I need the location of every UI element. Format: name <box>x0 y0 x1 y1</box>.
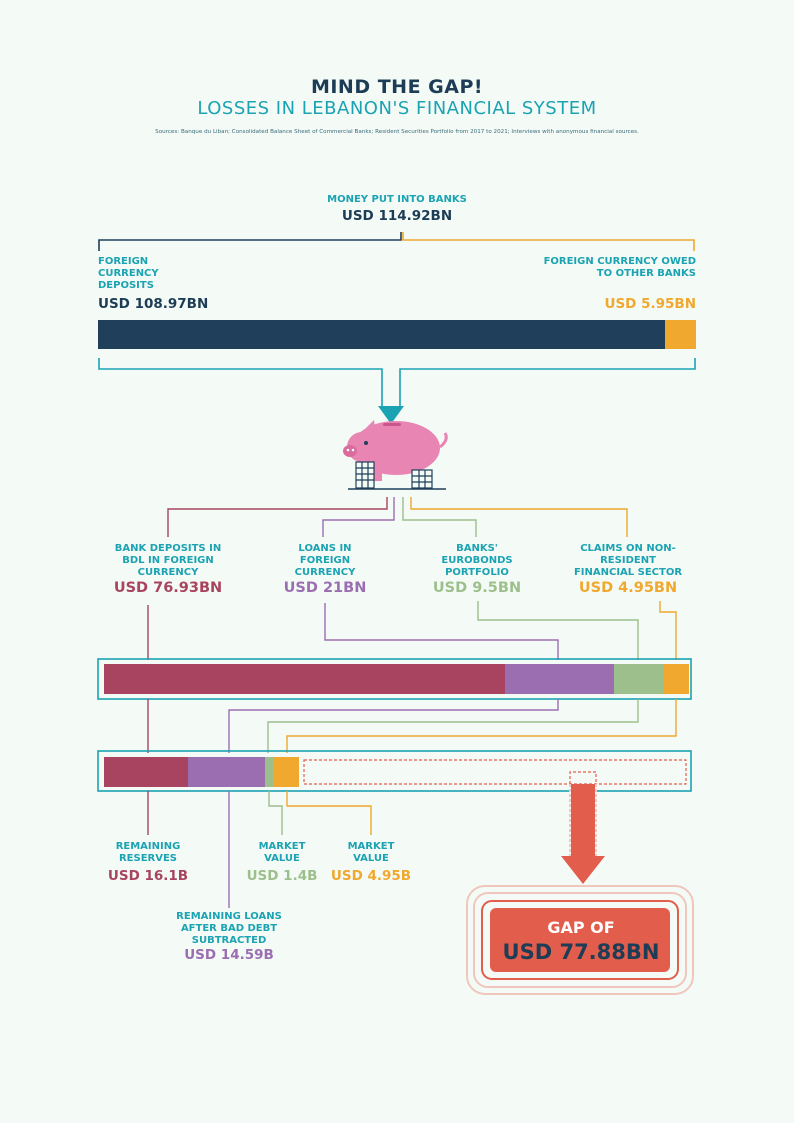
bdl-deposits-value: USD 76.93BN <box>113 580 223 596</box>
eurobonds-market-value: USD 1.4B <box>246 868 318 884</box>
loans-value: USD 21BN <box>283 580 367 596</box>
bar-claims <box>664 664 689 694</box>
bar-eurobonds <box>614 664 664 694</box>
gap-box <box>466 885 694 995</box>
bar-gap-placeholder <box>303 759 687 785</box>
bar-claims-market <box>273 757 299 787</box>
piggy-bank-icon <box>343 420 448 490</box>
claims-label: CLAIMS ON NON-RESIDENT FINANCIAL SECTOR <box>573 543 683 578</box>
remaining-frame <box>97 750 692 792</box>
money-put-label: MONEY PUT INTO BANKS <box>327 194 467 205</box>
page-title: MIND THE GAP! <box>310 76 484 98</box>
owed-banks-label: FOREIGN CURRENCY OWED TO OTHER BANKS <box>543 256 696 279</box>
foreign-deposits-label: FOREIGN CURRENCY DEPOSITS <box>98 256 159 291</box>
claims-market-value: USD 4.95B <box>330 868 412 884</box>
lower-connectors <box>147 699 677 753</box>
bar-owed-to-other-banks <box>665 320 696 349</box>
gap-arrow-icon <box>561 771 605 884</box>
owed-banks-value: USD 5.95BN <box>604 296 697 312</box>
remaining-loans-value: USD 14.59B <box>184 947 274 963</box>
middle-connectors <box>147 601 677 660</box>
funnel-bracket <box>98 358 696 408</box>
eurobonds-value: USD 9.5BN <box>432 580 522 596</box>
bar-bdl-deposits <box>104 664 505 694</box>
page-subtitle: LOSSES IN LEBANON'S FINANCIAL SYSTEM <box>197 98 597 119</box>
bdl-deposits-label: BANK DEPOSITS IN BDL IN FOREIGN CURRENCY <box>114 543 222 578</box>
loans-label: LOANS IN FOREIGN CURRENCY <box>294 543 356 578</box>
sources-note: Sources: Banque du Liban; Consolidated B… <box>155 129 639 135</box>
claims-market-label: MARKET VALUE <box>347 841 395 864</box>
money-put-value: USD 114.92BN <box>341 208 453 224</box>
remaining-loans-label: REMAINING LOANS AFTER BAD DEBT SUBTRACTE… <box>176 911 282 946</box>
allocation-connectors <box>167 497 628 537</box>
gap-label: GAP OF <box>547 918 615 937</box>
bar-loans <box>505 664 614 694</box>
bar-remaining-loans <box>188 757 265 787</box>
remaining-reserves-value: USD 16.1B <box>107 868 189 884</box>
top-bracket <box>98 232 695 251</box>
bar-remaining-reserves <box>104 757 188 787</box>
bar-eurobonds-market <box>265 757 273 787</box>
allocation-frame <box>97 658 692 700</box>
claims-value: USD 4.95BN <box>578 580 678 596</box>
gap-value: USD 77.88BN <box>502 940 660 964</box>
down-arrow-icon <box>378 406 404 424</box>
bottom-connectors <box>147 791 372 908</box>
foreign-deposits-value: USD 108.97BN <box>98 296 209 312</box>
eurobonds-label: BANKS' EUROBONDS PORTFOLIO <box>441 543 513 578</box>
remaining-reserves-label: REMAINING RESERVES <box>115 841 181 864</box>
eurobonds-market-label: MARKET VALUE <box>258 841 306 864</box>
bar-foreign-currency-deposits <box>98 320 665 349</box>
